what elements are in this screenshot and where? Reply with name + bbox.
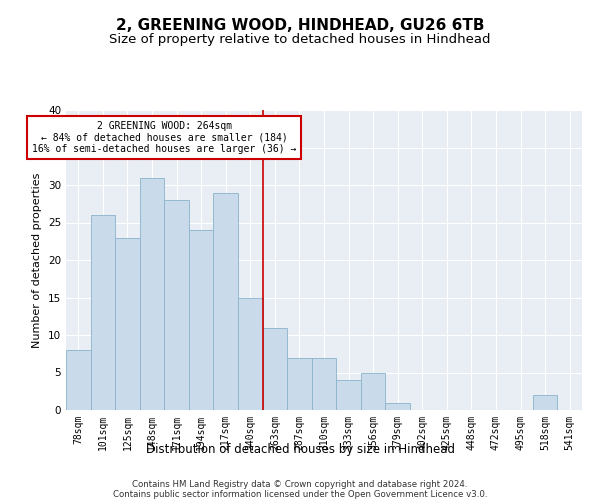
Bar — [164, 200, 189, 410]
Bar — [385, 402, 410, 410]
Bar — [533, 395, 557, 410]
Bar — [263, 328, 287, 410]
Text: 2, GREENING WOOD, HINDHEAD, GU26 6TB: 2, GREENING WOOD, HINDHEAD, GU26 6TB — [116, 18, 484, 32]
Bar — [361, 372, 385, 410]
Bar — [287, 358, 312, 410]
Text: Distribution of detached houses by size in Hindhead: Distribution of detached houses by size … — [146, 442, 455, 456]
Bar — [91, 215, 115, 410]
Bar — [312, 358, 336, 410]
Bar — [140, 178, 164, 410]
Bar — [238, 298, 263, 410]
Bar — [336, 380, 361, 410]
Bar — [189, 230, 214, 410]
Text: 2 GREENING WOOD: 264sqm
← 84% of detached houses are smaller (184)
16% of semi-d: 2 GREENING WOOD: 264sqm ← 84% of detache… — [32, 121, 296, 154]
Bar — [214, 192, 238, 410]
Bar — [66, 350, 91, 410]
Text: Contains public sector information licensed under the Open Government Licence v3: Contains public sector information licen… — [113, 490, 487, 499]
Text: Size of property relative to detached houses in Hindhead: Size of property relative to detached ho… — [109, 32, 491, 46]
Bar — [115, 238, 140, 410]
Text: Contains HM Land Registry data © Crown copyright and database right 2024.: Contains HM Land Registry data © Crown c… — [132, 480, 468, 489]
Y-axis label: Number of detached properties: Number of detached properties — [32, 172, 43, 348]
